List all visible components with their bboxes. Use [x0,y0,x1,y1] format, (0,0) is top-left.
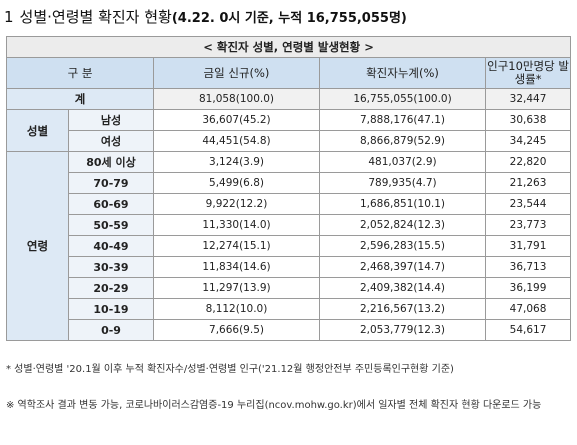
row-today: 36,607(45.2) [153,109,320,131]
page-title: 1 성별·연령별 확진자 현황(4.22. 0시 기준, 누적 16,755,05… [4,4,573,30]
title-main: 성별·연령별 확진자 현황 [19,8,172,26]
table-row: 10-19 8,112(10.0) 2,216,567(13.2) 47,068 [7,298,572,320]
row-today: 9,922(12.2) [153,193,320,215]
footnote-download: ※ 역학조사 결과 변동 가능, 코로나바이러스감염증-19 누리집(ncov.… [6,400,542,411]
row-label: 50-59 [68,214,154,236]
row-cumulative: 2,052,824(12.3) [319,214,486,236]
total-today: 81,058(100.0) [153,88,320,110]
row-today: 3,124(3.9) [153,151,320,173]
confirmed-cases-table: < 확진자 성별, 연령별 발생현황 > 구 분 금일 신규(%) 확진자누계(… [5,36,572,341]
row-today: 11,297(13.9) [153,277,320,299]
row-label: 80세 이상 [68,151,154,173]
age-group-label: 연령 [6,151,69,341]
section-number: 1 [4,8,14,26]
row-cumulative: 789,935(4.7) [319,172,486,194]
table-row: 60-69 9,922(12.2) 1,686,851(10.1) 23,544 [7,193,572,215]
footnote-population: * 성별·연령별 '20.1월 이후 누적 확진자수/성별·연령별 인구('21… [6,364,454,375]
row-today: 5,499(6.8) [153,172,320,194]
row-rate: 34,245 [484,130,572,152]
row-cumulative: 1,686,851(10.1) [319,193,486,215]
row-label: 20-29 [68,277,154,299]
row-label: 60-69 [68,193,154,215]
total-rate: 32,447 [484,88,572,110]
total-cumulative: 16,755,055(100.0) [319,88,486,110]
row-rate: 22,820 [484,151,572,173]
row-label: 여성 [68,130,154,152]
row-cumulative: 2,053,779(12.3) [319,319,486,341]
row-rate: 30,638 [484,109,572,131]
table-row: 70-79 5,499(6.8) 789,935(4.7) 21,263 [7,172,572,194]
header-group: 구 분 [6,57,154,89]
table-row: 성별 남성 36,607(45.2) 7,888,176(47.1) 30,63… [6,109,572,152]
row-rate: 36,713 [484,256,572,278]
row-rate: 23,544 [484,193,572,215]
row-today: 44,451(54.8) [153,130,320,152]
title-subtitle: (4.22. 0시 기준, 누적 16,755,055명) [171,11,407,26]
table-banner: < 확진자 성별, 연령별 발생현황 > [5,36,572,58]
table-row: 50-59 11,330(14.0) 2,052,824(12.3) 23,77… [7,214,572,236]
table-row-total: 계 81,058(100.0) 16,755,055(100.0) 32,447 [6,88,572,110]
total-label: 계 [6,88,154,110]
row-label: 70-79 [68,172,154,194]
header-rate: 인구10만명당 발생률* [484,57,572,89]
row-label: 0-9 [68,319,154,341]
row-cumulative: 2,596,283(15.5) [319,235,486,257]
row-today: 8,112(10.0) [153,298,320,320]
row-cumulative: 2,409,382(14.4) [319,277,486,299]
row-rate: 54,617 [484,319,572,341]
row-rate: 23,773 [484,214,572,236]
table-row: 연령 80세 이상 3,124(3.9) 481,037(2.9) 22,820 [6,151,572,341]
sex-group-label: 성별 [6,109,69,152]
row-today: 12,274(15.1) [153,235,320,257]
table-row: 40-49 12,274(15.1) 2,596,283(15.5) 31,79… [7,235,572,257]
row-rate: 36,199 [484,277,572,299]
row-label: 남성 [68,109,154,131]
header-cumulative: 확진자누계(%) [319,57,486,89]
row-rate: 47,068 [484,298,572,320]
row-label: 30-39 [68,256,154,278]
row-cumulative: 8,866,879(52.9) [319,130,486,152]
table-row: 여성 44,451(54.8) 8,866,879(52.9) 34,245 [7,130,572,152]
row-today: 11,834(14.6) [153,256,320,278]
row-cumulative: 481,037(2.9) [319,151,486,173]
table-row: 20-29 11,297(13.9) 2,409,382(14.4) 36,19… [7,277,572,299]
row-today: 11,330(14.0) [153,214,320,236]
row-label: 10-19 [68,298,154,320]
header-today: 금일 신규(%) [153,57,320,89]
row-cumulative: 2,216,567(13.2) [319,298,486,320]
row-rate: 21,263 [484,172,572,194]
table-row: 30-39 11,834(14.6) 2,468,397(14.7) 36,71… [7,256,572,278]
row-rate: 31,791 [484,235,572,257]
table-row: 0-9 7,666(9.5) 2,053,779(12.3) 54,617 [7,319,572,341]
row-label: 40-49 [68,235,154,257]
row-cumulative: 2,468,397(14.7) [319,256,486,278]
row-today: 7,666(9.5) [153,319,320,341]
row-cumulative: 7,888,176(47.1) [319,109,486,131]
